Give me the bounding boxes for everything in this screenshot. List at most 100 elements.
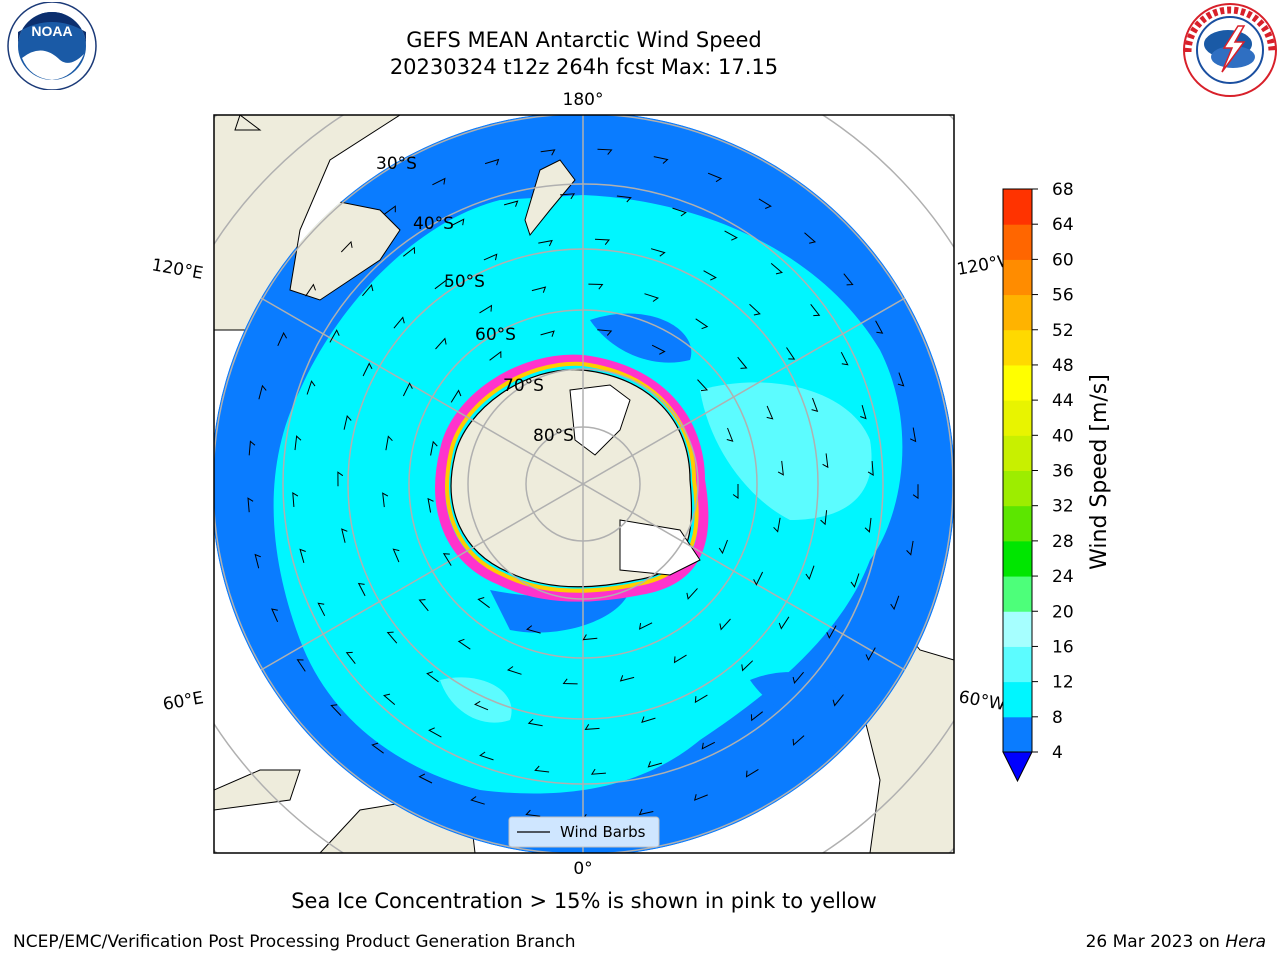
wind-barb [850,573,860,588]
colorbar-tick-label: 40 [1052,426,1074,446]
wind-barb [703,270,717,281]
wind-barb [644,293,660,302]
wind-barb [434,279,447,290]
wind-barb [418,773,433,784]
wind-barb [867,461,874,477]
colorbar-tick-label: 36 [1052,462,1074,482]
lat-label-70s: 70°S [503,376,544,396]
wind-barb [479,304,493,314]
wind-barb [647,761,663,768]
colorbar-segment [1003,470,1032,507]
colorbar-segment [1003,716,1032,753]
wind-barb [673,654,687,664]
wind-barb [810,303,821,317]
wind-barb [392,548,400,563]
colorbar-tick-label: 12 [1052,673,1074,693]
wind-barb [435,337,447,350]
wind-barb [786,347,796,360]
wind-barb [909,427,917,443]
wind-barb [371,742,384,754]
colorbar-tick-label: 68 [1052,180,1074,200]
wind-barb [479,751,494,761]
wind-barb [450,218,465,227]
wind-barb [732,484,739,499]
wind-barb [534,765,550,773]
weddell-ice-shelf [619,519,701,576]
colorbar-tick-label: 60 [1052,250,1074,270]
lon-label-0: 0° [573,859,592,879]
wind-barb [638,622,653,630]
wind-barb [588,283,604,290]
wind-barb [865,647,876,661]
wind-barb [701,741,716,750]
colorbar-label: Wind Speed [m/s] [1087,374,1112,570]
wind-barb [912,484,919,500]
colorbar-segment [1003,294,1032,331]
chart-title: GEFS MEAN Antarctic Wind Speed [406,28,762,52]
wind-barb [860,404,867,420]
wind-barb [430,440,438,456]
wind-barb [247,497,254,513]
lon-label-180: 180° [563,90,604,110]
wind-barb [317,602,326,617]
colorbar-segment [1003,540,1032,577]
wind-barb [832,694,844,707]
wind-barb [726,427,734,442]
colorbar-segment [1003,505,1032,542]
wind-barb [753,571,764,586]
wind-barb [531,286,547,293]
wind-barb [590,768,606,775]
graticule [214,115,954,853]
wind-barb [697,379,709,392]
wind-barb [428,727,442,738]
wind-barb [770,263,783,275]
wind-barb [254,553,261,569]
wind-barb [383,205,396,215]
wind-barb [651,344,666,355]
wind-barb [503,200,519,207]
wind-barb [719,618,731,631]
wind-barb [271,608,279,623]
wind-barb [329,329,340,343]
wind-barb [402,382,413,397]
wind-barb [638,808,654,816]
wind-barb [337,471,344,487]
wind-barb [897,372,905,387]
wind-barb [792,735,805,746]
colorbar-segments [1003,189,1032,753]
national-weather-service-logo [1183,3,1277,97]
wind-barb [749,303,761,316]
wind-barb [672,207,687,217]
wind-barb [432,177,446,186]
wind-barb [357,582,366,597]
wind-barb [805,565,815,580]
sea-ice-edge [435,354,709,602]
wind-barb [792,671,804,684]
wind-barb [506,666,522,675]
wind-barb [641,716,656,723]
lat-label-80s: 80°S [533,426,574,446]
legend-label: Wind Barbs [560,823,646,841]
wind-barb [707,172,723,183]
wind-barb [457,638,471,650]
footer-machine: Hera [1225,932,1266,952]
wind-barb [737,356,748,369]
wind-barb [777,460,784,476]
wind-barb [484,158,500,166]
wind-barb [619,675,635,682]
lat-label-50s: 50°S [444,272,485,292]
wind-barb [305,283,316,297]
wind-barb [474,700,489,711]
footer-branch: NCEP/EMC/Verification Post Processing Pr… [13,932,576,952]
wind-barb [864,517,872,533]
wind-barb [811,397,819,412]
wind-barb [386,631,398,644]
wind-barb [562,678,578,685]
wind-barb [778,616,790,630]
wind-barb [773,517,781,533]
wind-barb [540,330,555,337]
colorbar-tick-label: 48 [1052,356,1074,376]
wind-barb [804,232,817,244]
wind-barb [470,796,485,805]
